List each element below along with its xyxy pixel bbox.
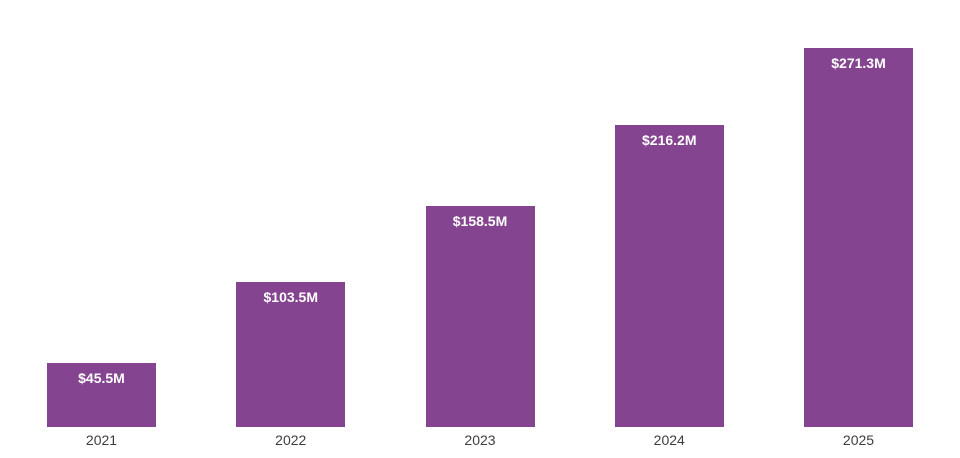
x-axis-label: 2021 bbox=[85, 432, 118, 448]
x-axis-label: 2023 bbox=[464, 432, 496, 448]
bar-2022: $103.5M bbox=[236, 282, 346, 427]
bar-2025: $271.3M bbox=[804, 48, 913, 427]
bar-group-2021: $45.5M 2021 bbox=[47, 363, 156, 458]
bar-value-label: $216.2M bbox=[642, 132, 697, 148]
bar-group-2025: $271.3M 2025 bbox=[804, 48, 913, 458]
bar-value-label: $103.5M bbox=[263, 289, 318, 305]
bar-value-label: $158.5M bbox=[452, 213, 508, 229]
x-axis-label: 2025 bbox=[842, 432, 875, 448]
bar-2021: $45.5M bbox=[47, 363, 156, 427]
bar-group-2024: $216.2M 2024 bbox=[614, 125, 724, 458]
bar-2024: $216.2M bbox=[614, 125, 724, 427]
x-axis-label: 2022 bbox=[275, 432, 307, 448]
bar-group-2022: $103.5M 2022 bbox=[236, 282, 346, 458]
bar-group-2023: $158.5M 2023 bbox=[425, 206, 535, 458]
bar-value-label: $271.3M bbox=[831, 55, 886, 71]
x-axis-label: 2024 bbox=[653, 432, 685, 448]
bar-value-label: $45.5M bbox=[78, 370, 125, 386]
bar-2023: $158.5M bbox=[425, 206, 535, 427]
